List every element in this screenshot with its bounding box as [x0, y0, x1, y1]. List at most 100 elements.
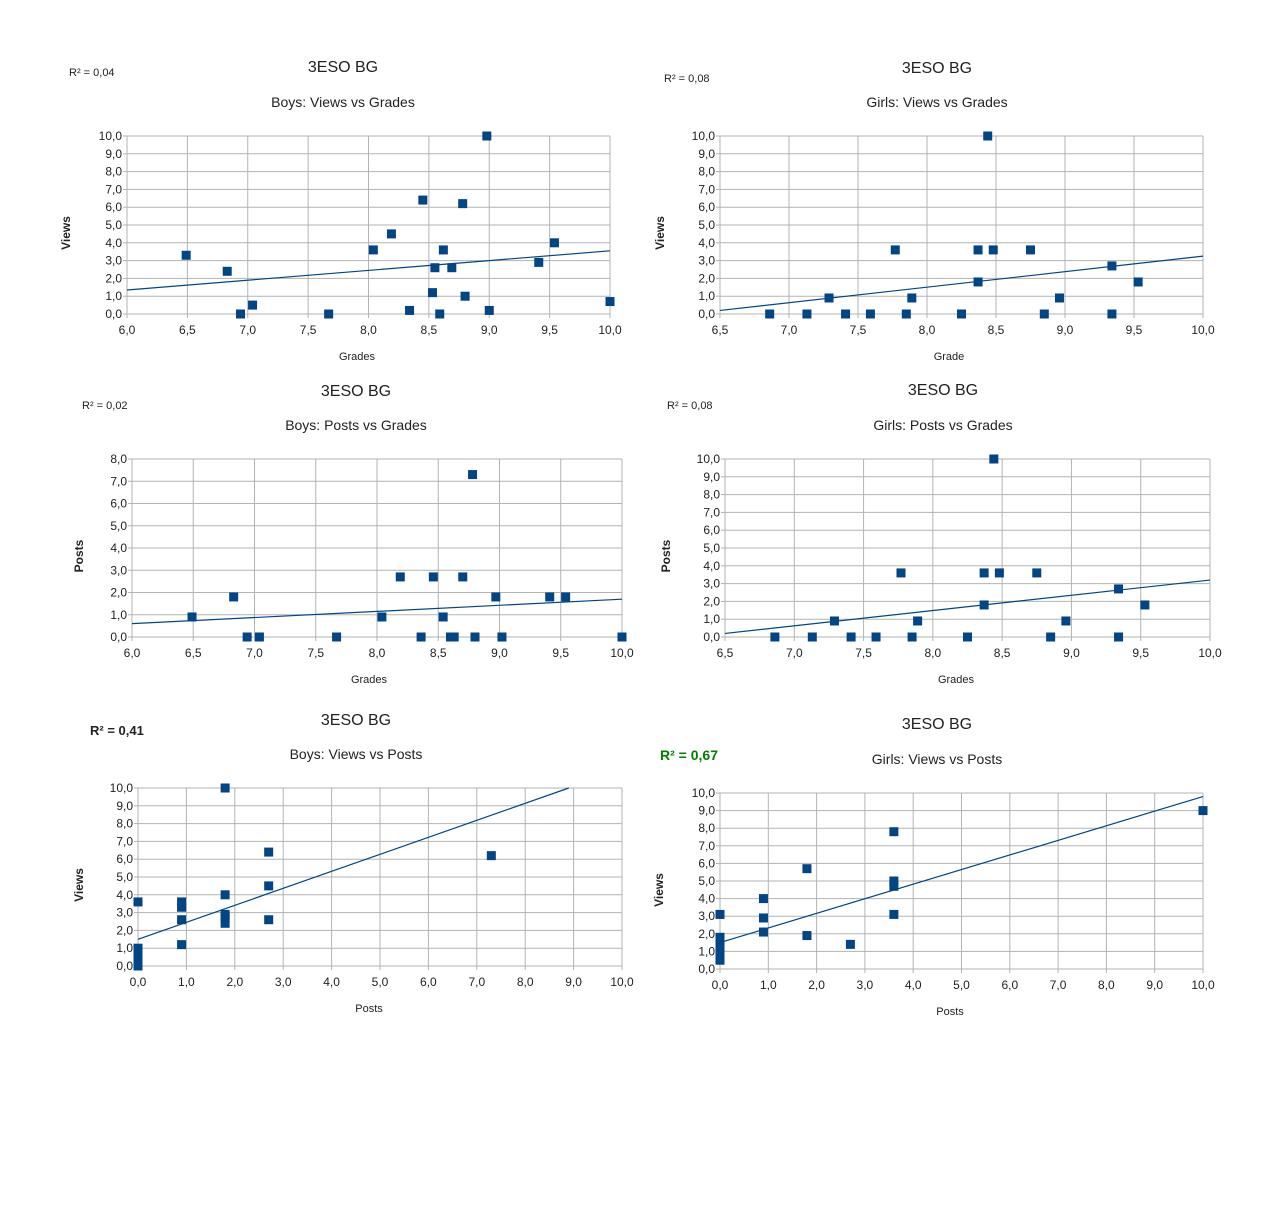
data-point	[901, 309, 911, 319]
x-tick-label: 10,0	[1198, 646, 1222, 660]
data-point	[561, 592, 571, 602]
y-tick-label: 0,0	[105, 307, 122, 321]
data-point	[765, 309, 775, 319]
data-point	[802, 864, 812, 874]
data-point	[715, 932, 725, 942]
trend-line	[724, 579, 1211, 635]
data-point	[468, 470, 478, 480]
x-tick-label: 8,5	[988, 323, 1005, 337]
x-tick-label: 9,0	[565, 975, 582, 989]
y-tick-label: 3,0	[698, 909, 715, 923]
data-point	[248, 300, 258, 310]
data-point	[824, 293, 834, 303]
data-point	[458, 572, 468, 582]
data-point	[913, 616, 923, 626]
data-point	[220, 890, 230, 900]
data-point	[973, 245, 983, 255]
data-point	[994, 568, 1004, 578]
x-tick-label: 2,0	[808, 978, 825, 992]
data-point	[907, 632, 917, 642]
data-point	[1198, 806, 1208, 816]
x-tick-label: 6,0	[119, 323, 136, 337]
x-tick-label: 9,5	[1126, 323, 1143, 337]
data-point	[889, 881, 899, 891]
data-point	[435, 309, 445, 319]
y-tick-label: 3,0	[105, 254, 122, 268]
y-tick-label: 5,0	[698, 218, 715, 232]
data-point	[989, 454, 999, 464]
y-tick-label: 2,0	[703, 594, 720, 608]
x-tick-label: 6,5	[185, 646, 202, 660]
x-tick-label: 7,0	[786, 646, 803, 660]
y-tick-label: 10,0	[110, 781, 134, 795]
chart-title: 3ESO BG	[308, 59, 378, 76]
x-tick-label: 7,5	[307, 646, 324, 660]
data-point	[254, 632, 264, 642]
scatter-chart-6: 3ESO BG Girls: Views vs Posts R² = 0,67 0,0…	[652, 716, 1215, 1018]
y-tick-label: 5,0	[110, 519, 127, 533]
data-point	[802, 309, 812, 319]
x-tick-label: 6,0	[124, 646, 141, 660]
data-point	[133, 943, 143, 953]
data-point	[220, 909, 230, 919]
data-point	[979, 600, 989, 610]
data-point	[458, 199, 468, 209]
chart-title: 3ESO BG	[902, 716, 972, 733]
y-tick-label: 6,0	[105, 200, 122, 214]
x-tick-label: 3,0	[857, 978, 874, 992]
data-point	[449, 632, 459, 642]
chart-subtitle: Boys: Posts vs Grades	[285, 417, 427, 433]
data-point	[177, 902, 187, 912]
y-tick-label: 9,0	[703, 470, 720, 484]
y-tick-label: 1,0	[698, 289, 715, 303]
y-tick-label: 8,0	[698, 821, 715, 835]
data-point	[416, 632, 426, 642]
x-tick-label: 10,0	[1191, 978, 1215, 992]
x-tick-label: 10,0	[610, 646, 634, 660]
x-axis-label: Grades	[938, 674, 975, 686]
y-tick-label: 6,0	[698, 856, 715, 870]
r-squared-label: R² = 0,41	[90, 723, 144, 738]
r-squared-label: R² = 0,04	[69, 67, 115, 79]
y-tick-label: 9,0	[105, 147, 122, 161]
y-tick-label: 1,0	[116, 941, 133, 955]
y-tick-label: 5,0	[703, 541, 720, 555]
y-tick-label: 10,0	[692, 129, 716, 143]
y-tick-label: 9,0	[698, 147, 715, 161]
data-point	[264, 847, 274, 857]
y-tick-label: 4,0	[116, 888, 133, 902]
x-tick-label: 7,0	[246, 646, 263, 660]
y-tick-label: 5,0	[105, 218, 122, 232]
y-tick-label: 4,0	[698, 892, 715, 906]
x-tick-label: 10,0	[598, 323, 622, 337]
data-point	[242, 632, 252, 642]
x-tick-label: 9,0	[491, 646, 508, 660]
x-axis-label: Grades	[339, 351, 376, 363]
y-tick-label: 10,0	[697, 452, 721, 466]
y-axis-label: Posts	[659, 539, 673, 572]
data-point	[187, 612, 197, 622]
y-tick-label: 6,0	[703, 523, 720, 537]
y-tick-label: 2,0	[698, 927, 715, 941]
y-tick-label: 1,0	[698, 944, 715, 958]
x-tick-label: 4,0	[905, 978, 922, 992]
x-tick-label: 9,0	[481, 323, 498, 337]
data-point	[1039, 309, 1049, 319]
data-point	[460, 291, 470, 301]
y-axis-label: Views	[72, 868, 86, 902]
chart-title: 3ESO BG	[902, 60, 972, 77]
data-point	[1046, 632, 1056, 642]
x-tick-label: 8,5	[421, 323, 438, 337]
data-point	[229, 592, 239, 602]
scatter-chart-5: 3ESO BG Boys: Views vs Posts R² = 0,41 0,0 1…	[72, 712, 634, 1015]
x-tick-label: 6,5	[717, 646, 734, 660]
data-point	[491, 592, 501, 602]
x-axis-label: Posts	[355, 1003, 383, 1015]
y-tick-label: 8,0	[105, 165, 122, 179]
data-point	[534, 257, 544, 267]
data-point	[973, 277, 983, 287]
data-point	[963, 632, 972, 642]
y-tick-label: 2,0	[698, 271, 715, 285]
chart-subtitle: Boys: Views vs Posts	[290, 746, 423, 762]
